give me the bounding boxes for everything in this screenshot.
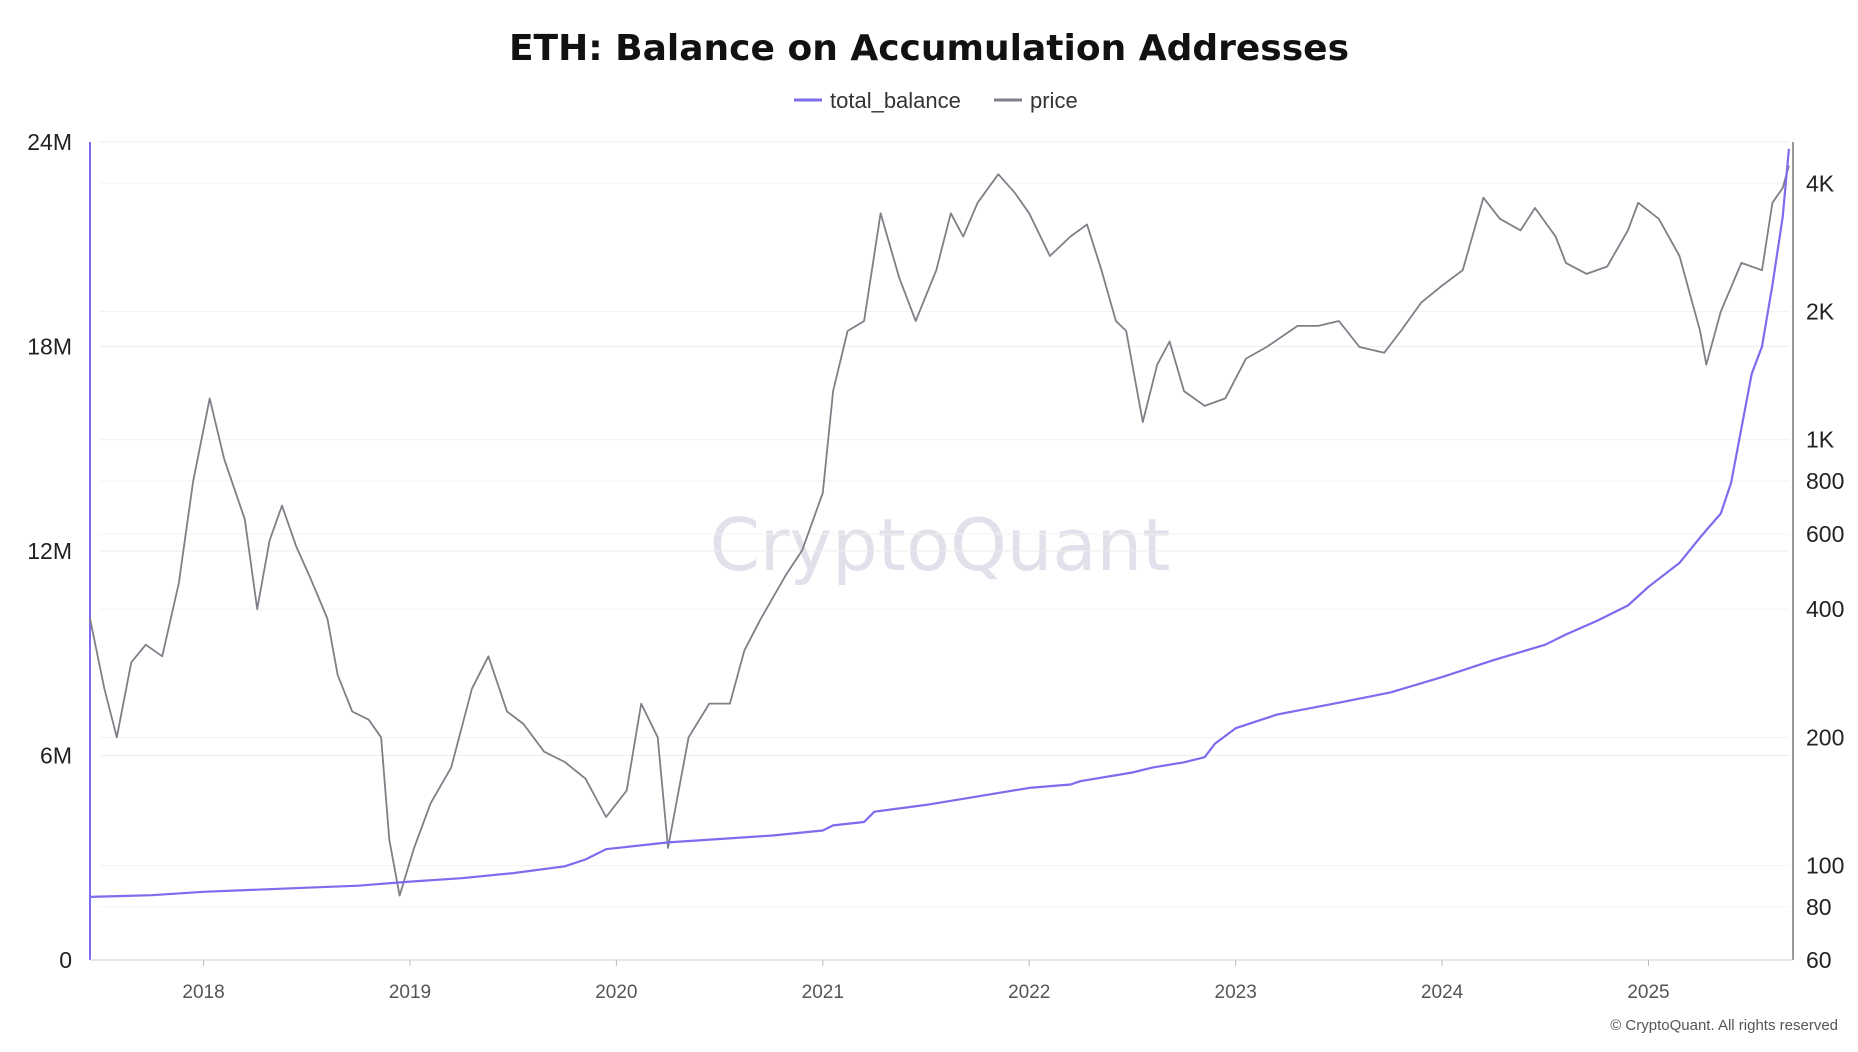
- right-tick-label: 200: [1806, 724, 1844, 750]
- right-tick-label: 4K: [1806, 170, 1835, 196]
- copyright-text: © CryptoQuant. All rights reserved: [1610, 1017, 1838, 1034]
- series-price-line: [89, 165, 1790, 897]
- right-axis-ticks: 60 80 100 200 400 600 800 1K 2K 4K: [1806, 170, 1844, 973]
- left-tick-label: 24M: [27, 129, 72, 155]
- x-tick-label: 2021: [802, 982, 844, 1003]
- left-tick-label: 0: [59, 947, 72, 973]
- legend-label-total-balance: total_balance: [830, 88, 961, 113]
- right-tick-label: 1K: [1806, 427, 1835, 453]
- x-tick-label: 2022: [1008, 982, 1050, 1003]
- gridlines: [100, 141, 1789, 961]
- right-tick-label: 600: [1806, 521, 1844, 547]
- watermark-logo: CryptoQuant: [710, 503, 1171, 587]
- series-layer: [89, 148, 1790, 898]
- series-total-balance-line: [89, 148, 1790, 898]
- left-tick-label: 18M: [27, 334, 72, 360]
- x-tick-label: 2024: [1421, 982, 1464, 1003]
- right-tick-label: 80: [1806, 894, 1832, 920]
- right-tick-label: 100: [1806, 853, 1844, 879]
- left-tick-label: 6M: [40, 743, 72, 769]
- right-tick-label: 60: [1806, 947, 1832, 973]
- x-tick-label: 2018: [182, 982, 224, 1003]
- axes: [89, 142, 1794, 961]
- x-tick-label: 2020: [595, 982, 637, 1003]
- x-axis-ticks: 2018 2019 2020 2021 2022 2023 2024 2025: [182, 960, 1670, 1003]
- legend: total_balance price: [794, 88, 1078, 113]
- legend-label-price: price: [1030, 88, 1078, 113]
- x-tick-label: 2025: [1627, 982, 1669, 1003]
- right-tick-label: 2K: [1806, 298, 1835, 324]
- left-tick-label: 12M: [27, 538, 72, 564]
- x-tick-label: 2023: [1215, 982, 1257, 1003]
- x-tick-label: 2019: [389, 982, 431, 1003]
- right-tick-label: 800: [1806, 468, 1844, 494]
- left-axis-ticks: 0 6M 12M 18M 24M: [27, 129, 72, 973]
- chart-title: ETH: Balance on Accumulation Addresses: [509, 28, 1349, 69]
- right-tick-label: 400: [1806, 596, 1844, 622]
